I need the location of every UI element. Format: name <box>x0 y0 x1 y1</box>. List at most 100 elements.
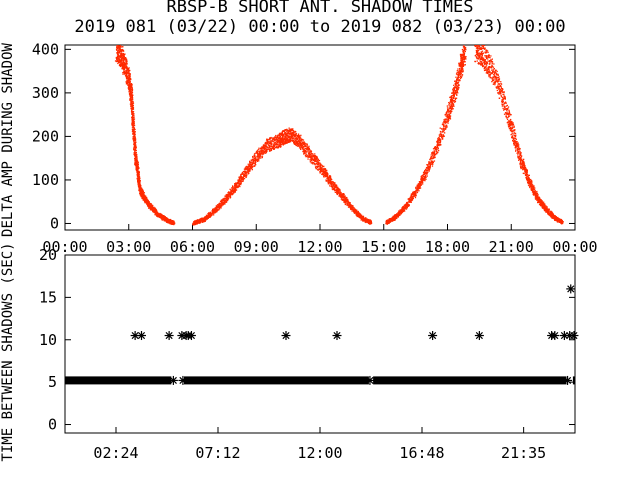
top-y-tick-label: 100 <box>32 171 59 189</box>
top-data-point <box>120 53 122 56</box>
top-data-point <box>248 169 250 172</box>
top-data-point <box>229 188 231 190</box>
top-data-point <box>265 142 267 144</box>
top-data-point <box>428 163 430 165</box>
top-data-point <box>288 127 290 129</box>
top-data-point <box>264 144 266 146</box>
top-data-point <box>199 219 202 221</box>
top-data-point <box>394 217 396 220</box>
top-data-point <box>250 162 252 164</box>
top-data-point <box>418 190 420 192</box>
top-data-point <box>333 189 336 191</box>
top-data-point <box>127 81 129 83</box>
top-data-point <box>209 212 211 215</box>
top-data-point <box>133 140 135 143</box>
top-data-point <box>438 134 440 136</box>
top-data-point <box>205 214 208 216</box>
top-data-point <box>115 56 117 59</box>
top-data-point <box>138 183 141 185</box>
top-data-point <box>224 202 226 204</box>
top-data-point <box>326 169 328 172</box>
top-data-point <box>359 213 361 216</box>
top-data-point <box>216 207 218 209</box>
top-data-point <box>129 87 132 89</box>
top-data-point <box>436 144 438 146</box>
top-data-point <box>131 84 133 86</box>
top-x-tick-label: 15:00 <box>361 238 406 256</box>
top-data-point <box>138 179 140 181</box>
top-data-point <box>352 205 354 207</box>
top-data-point <box>430 156 432 158</box>
top-data-point <box>254 157 256 159</box>
top-data-point <box>292 133 295 135</box>
top-data-point <box>136 165 138 167</box>
top-data-point <box>369 223 371 225</box>
top-data-point <box>147 205 149 207</box>
top-data-point <box>258 160 260 162</box>
top-data-point <box>231 187 233 189</box>
top-data-point <box>344 202 346 204</box>
top-data-point <box>272 146 274 148</box>
top-data-point <box>415 190 417 193</box>
top-data-point <box>132 125 134 127</box>
top-data-point <box>274 142 276 144</box>
top-data-point <box>418 184 420 186</box>
top-data-point <box>165 217 168 219</box>
top-data-point <box>137 178 139 180</box>
top-data-point <box>304 147 307 149</box>
top-data-point <box>303 141 305 143</box>
top-data-point <box>296 139 298 141</box>
top-data-point <box>269 138 272 140</box>
top-data-point <box>243 173 245 176</box>
top-data-point <box>339 189 341 191</box>
top-data-point <box>349 203 351 205</box>
top-data-point <box>172 221 174 224</box>
top-data-point <box>412 197 414 200</box>
top-data-point <box>263 144 265 147</box>
top-data-point <box>388 221 390 223</box>
top-data-point <box>226 197 229 199</box>
top-data-point <box>125 58 128 60</box>
top-data-point <box>152 209 154 211</box>
top-data-point <box>369 219 371 221</box>
top-data-point <box>386 221 388 223</box>
top-data-point <box>125 70 128 72</box>
top-data-point <box>162 215 164 218</box>
top-data-point <box>432 157 434 160</box>
top-data-point <box>274 137 276 139</box>
top-data-point <box>136 156 138 158</box>
top-data-point <box>239 180 241 182</box>
top-data-point <box>262 151 264 153</box>
top-data-point <box>421 177 423 179</box>
top-data-point <box>230 194 232 196</box>
top-data-point <box>410 201 412 203</box>
top-data-point <box>290 136 292 138</box>
top-data-point <box>387 219 389 221</box>
top-data-point <box>211 214 213 216</box>
top-data-point <box>193 221 195 223</box>
top-data-point <box>131 122 134 124</box>
top-data-point <box>140 192 142 194</box>
top-data-point <box>433 147 436 149</box>
top-data-point <box>117 58 119 60</box>
top-data-point <box>280 143 282 145</box>
top-data-point <box>134 150 136 153</box>
top-data-point <box>194 221 196 223</box>
top-data-point <box>162 218 164 220</box>
top-data-point <box>134 133 136 136</box>
top-data-point <box>194 223 197 225</box>
top-data-point <box>306 144 308 146</box>
top-data-point <box>300 148 302 150</box>
top-data-point <box>145 195 147 197</box>
top-data-point <box>124 64 126 66</box>
top-data-point <box>351 205 353 207</box>
top-data-point <box>238 182 240 184</box>
top-data-point <box>274 136 276 138</box>
top-data-point <box>133 143 135 145</box>
top-data-point <box>133 129 135 131</box>
top-data-point <box>138 190 141 192</box>
top-data-point <box>413 194 415 196</box>
top-data-point <box>131 110 133 113</box>
top-data-point <box>424 170 426 173</box>
top-data-point <box>417 188 419 190</box>
